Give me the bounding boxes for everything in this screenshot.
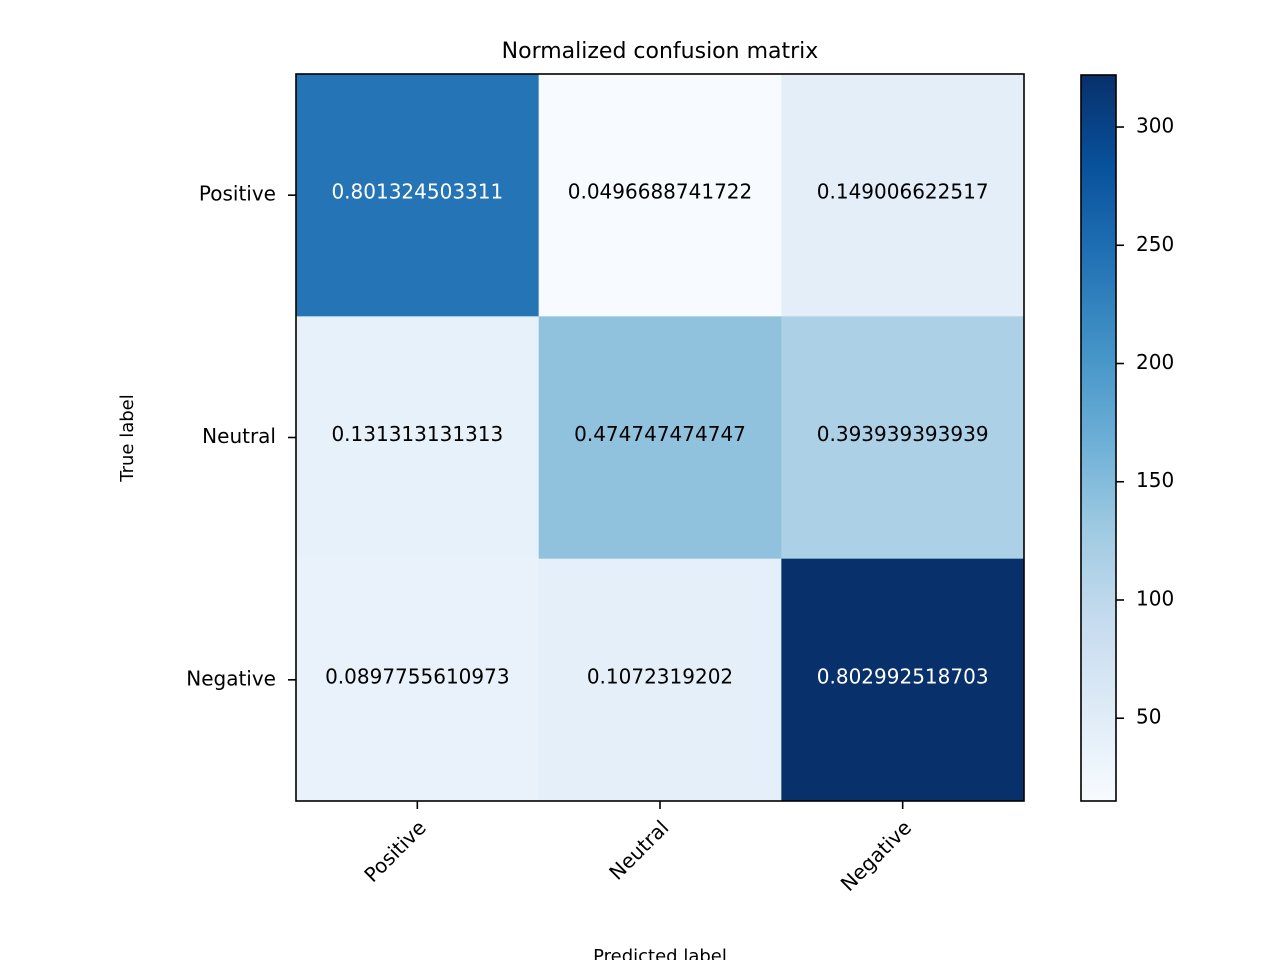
x-axis: Positive Neutral Negative: [359, 801, 916, 896]
cell-value-label: 0.131313131313: [331, 422, 503, 446]
heatmap-cell: [538, 558, 782, 802]
cell-value-label: 0.393939393939: [817, 422, 989, 446]
x-tick-label: Positive: [359, 815, 430, 886]
cell-value-label: 0.0496688741722: [568, 180, 753, 204]
y-tick-label: Negative: [186, 666, 276, 690]
heatmap-cell: [538, 74, 782, 317]
heatmap-cell: [781, 316, 1025, 560]
heatmap-cell: [538, 316, 782, 560]
colorbar-tick-label: 200: [1136, 350, 1174, 374]
y-tick-label: Neutral: [202, 424, 276, 448]
x-tick-label: Neutral: [604, 815, 673, 884]
x-tick-label: Negative: [836, 815, 916, 895]
heatmap-cell: [296, 74, 540, 317]
cell-value-label: 0.149006622517: [817, 180, 989, 204]
heatmap-cell: [781, 558, 1025, 802]
cell-value-label: 0.474747474747: [574, 422, 746, 446]
y-axis: Positive Neutral Negative: [186, 182, 296, 690]
heatmap-cell: [296, 558, 540, 802]
y-tick-label: Positive: [199, 182, 276, 206]
colorbar-ticks: 50 100 150 200 250 300: [1116, 114, 1174, 729]
colorbar-tick-label: 250: [1136, 232, 1174, 256]
heatmap-cell: [781, 74, 1025, 317]
colorbar-tick-label: 150: [1136, 468, 1174, 492]
chart-title: Normalized confusion matrix: [502, 39, 819, 64]
cell-value-label: 0.0897755610973: [325, 664, 510, 688]
x-axis-label: Predicted label: [593, 946, 727, 960]
colorbar: 50 100 150 200 250 300: [1080, 74, 1174, 802]
heatmap-cells: [296, 74, 1025, 802]
cell-value-label: 0.801324503311: [331, 180, 503, 204]
cell-value-label: 0.1072319202: [587, 664, 733, 688]
colorbar-tick-label: 50: [1136, 705, 1161, 729]
colorbar-tick-label: 100: [1136, 586, 1174, 610]
colorbar-gradient: [1080, 74, 1117, 802]
colorbar-tick-label: 300: [1136, 114, 1174, 138]
cell-value-label: 0.802992518703: [817, 664, 989, 688]
y-axis-label: True label: [117, 394, 138, 483]
heatmap-cell: [296, 316, 540, 560]
heatmap-cell-labels: 0.801324503311 0.0496688741722 0.149006622…: [325, 180, 988, 689]
